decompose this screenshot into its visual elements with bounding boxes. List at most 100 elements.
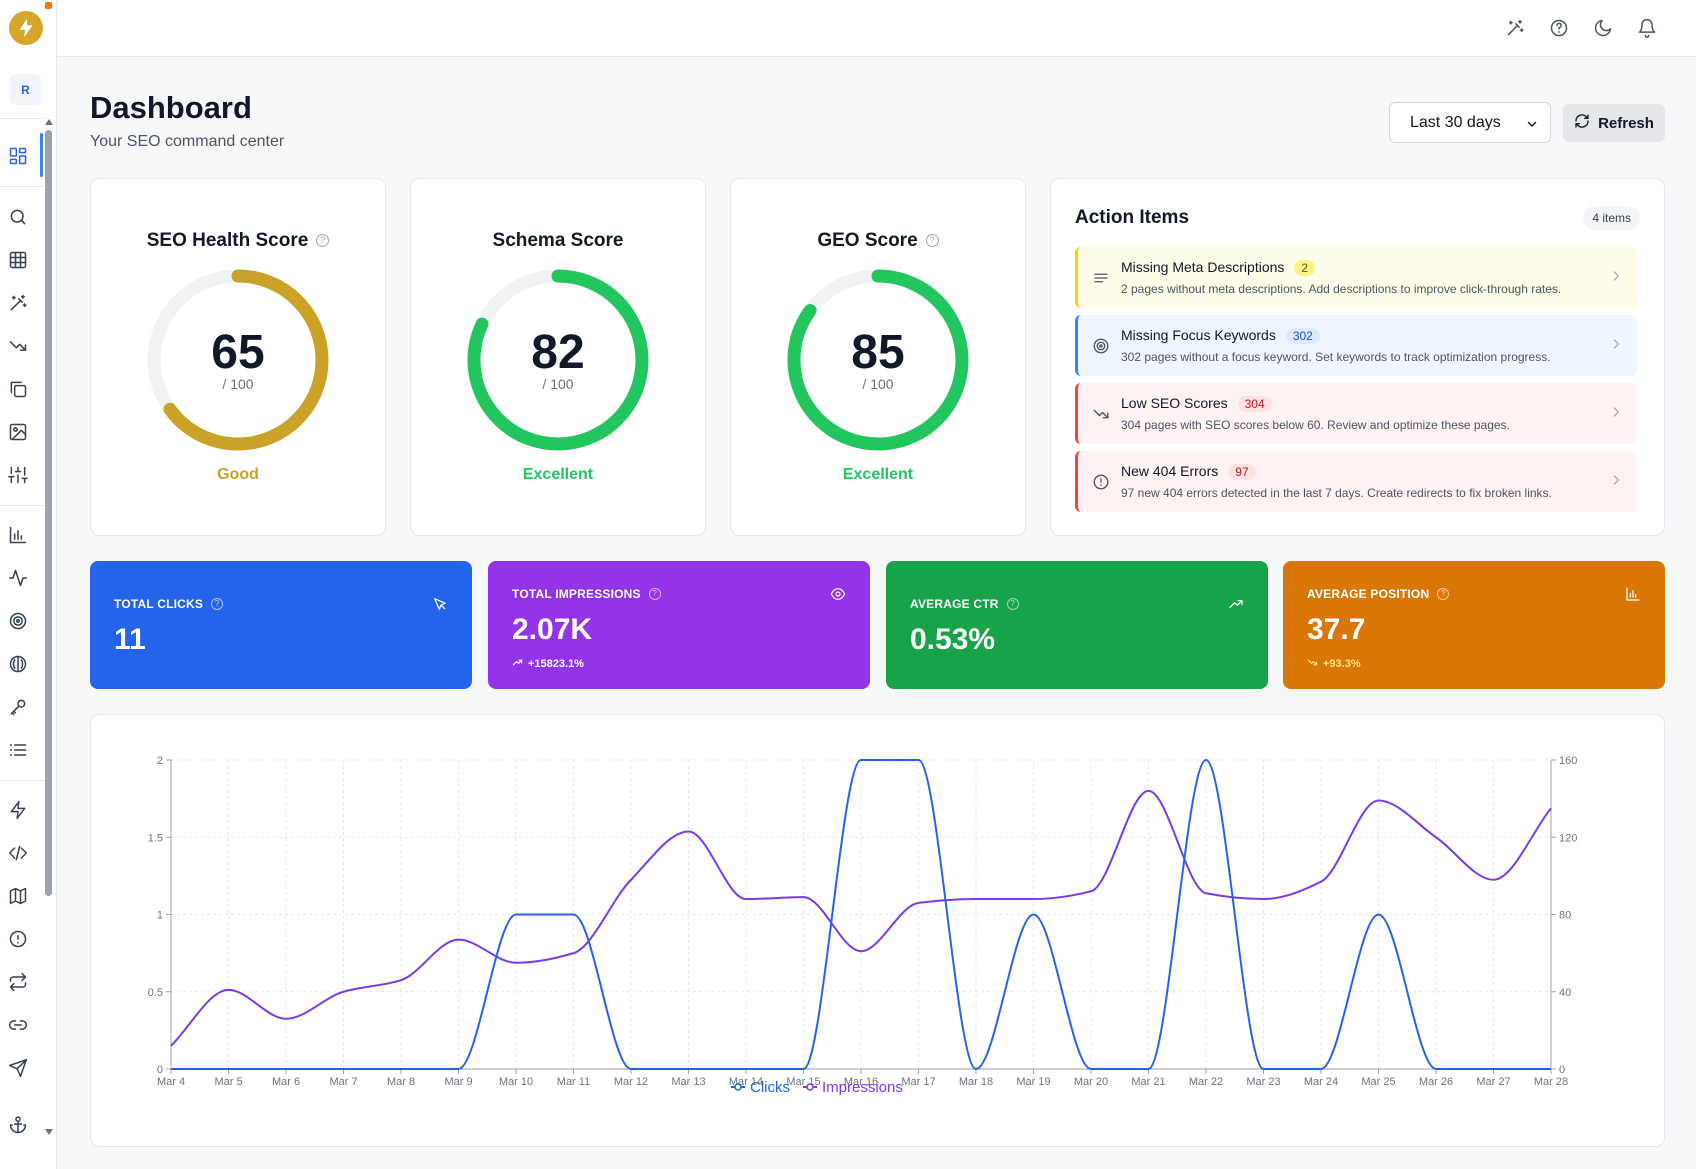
help-icon[interactable]: ? bbox=[648, 588, 661, 600]
search-icon[interactable] bbox=[6, 205, 30, 229]
performance-chart: 0 0.5 1 1.5 2 0 40 80 120 160 Mar 4 Mar 5 Mar 6 Mar 7… bbox=[90, 714, 1665, 1147]
score-gauge bbox=[787, 269, 969, 451]
date-range-value: Last 30 days bbox=[1410, 113, 1501, 131]
magic-wand-icon[interactable] bbox=[1503, 16, 1527, 40]
score-title-label: SEO Health Score bbox=[146, 230, 309, 251]
legend-label: Impressions bbox=[822, 1079, 903, 1096]
activity-icon[interactable] bbox=[6, 566, 30, 590]
bell-icon[interactable] bbox=[1635, 16, 1659, 40]
action-item-name: New 404 Errors bbox=[1121, 463, 1219, 479]
metric-value: 37.7 bbox=[1307, 613, 1366, 646]
metric-label: Total Impressions? bbox=[512, 587, 661, 601]
code-icon[interactable] bbox=[6, 841, 30, 865]
dashboard-grid-icon[interactable] bbox=[6, 144, 30, 168]
brain-icon[interactable] bbox=[6, 652, 30, 676]
help-icon[interactable]: ? bbox=[1437, 588, 1450, 600]
score-max: / 100 bbox=[222, 376, 254, 392]
action-item[interactable]: Missing Meta Descriptions 2 2 pages withou… bbox=[1075, 247, 1637, 308]
trend-icon bbox=[512, 657, 523, 671]
score-title: SEO Health Score? bbox=[90, 230, 386, 252]
legend-marker bbox=[734, 1083, 742, 1091]
action-item-title: Missing Focus Keywords 302 bbox=[1121, 327, 1320, 344]
score-gauge bbox=[467, 269, 649, 451]
trending-down-icon[interactable] bbox=[6, 334, 30, 358]
map-icon[interactable] bbox=[6, 884, 30, 908]
avatar[interactable]: R bbox=[10, 74, 41, 105]
page-subtitle: Your SEO command center bbox=[90, 133, 285, 150]
anchor-icon[interactable] bbox=[6, 1113, 30, 1137]
score-title-label: GEO Score bbox=[817, 230, 918, 251]
logo[interactable] bbox=[9, 11, 43, 45]
score-gauge bbox=[147, 269, 329, 451]
scroll-down-arrow[interactable] bbox=[45, 1129, 53, 1135]
image-icon[interactable] bbox=[6, 420, 30, 444]
series-line-clicks bbox=[170, 758, 1551, 1071]
score-rating: Excellent bbox=[522, 466, 594, 483]
chevron-right-icon bbox=[1609, 269, 1623, 283]
action-item-name: Low SEO Scores bbox=[1121, 395, 1228, 411]
legend-item-impressions[interactable]: Impressions bbox=[803, 1079, 903, 1096]
help-icon[interactable]: ? bbox=[1006, 598, 1019, 610]
legend-item-clicks[interactable]: Clicks bbox=[731, 1079, 790, 1096]
sidebar-divider bbox=[0, 118, 44, 119]
copy-icon[interactable] bbox=[6, 377, 30, 401]
geo-score-card bbox=[730, 178, 1026, 536]
action-item-title: New 404 Errors 97 bbox=[1121, 463, 1256, 480]
x-tick-label: Mar 5 bbox=[214, 1076, 242, 1088]
sidebar-scrollbar[interactable] bbox=[45, 130, 52, 896]
list-icon[interactable] bbox=[6, 738, 30, 762]
x-tick-label: Mar 28 bbox=[1534, 1076, 1568, 1088]
redirect-icon[interactable] bbox=[6, 970, 30, 994]
x-tick-label: Mar 4 bbox=[157, 1076, 185, 1088]
metric-label: Total Clicks? bbox=[114, 597, 224, 611]
x-tick-label: Mar 26 bbox=[1419, 1076, 1453, 1088]
link-icon[interactable] bbox=[6, 1013, 30, 1037]
metric-change: +15823.1% bbox=[512, 657, 584, 671]
help-icon[interactable]: ? bbox=[211, 598, 224, 610]
target-icon[interactable] bbox=[6, 609, 30, 633]
refresh-button[interactable]: Refresh bbox=[1563, 104, 1665, 142]
sidebar: R bbox=[0, 0, 57, 1169]
action-item-description: 2 pages without meta descriptions. Add d… bbox=[1121, 282, 1562, 296]
metric-card: Total Impressions? 2.07K +15823.1% bbox=[488, 561, 870, 689]
action-item[interactable]: Missing Focus Keywords 302 302 pages witho… bbox=[1075, 315, 1637, 376]
action-item[interactable]: Low SEO Scores 304 304 pages with SEO scor… bbox=[1075, 383, 1637, 444]
y-left-tick-label: 1.5 bbox=[148, 832, 163, 844]
trend-icon bbox=[1307, 657, 1318, 671]
action-item-name: Missing Focus Keywords bbox=[1121, 327, 1276, 343]
x-tick-label: Mar 16 bbox=[844, 1076, 878, 1088]
sidebar-divider bbox=[0, 186, 44, 187]
chevron-right-icon bbox=[1609, 405, 1623, 419]
x-tick-label: Mar 19 bbox=[1016, 1076, 1050, 1088]
help-icon[interactable] bbox=[1547, 16, 1571, 40]
moon-icon[interactable] bbox=[1591, 16, 1615, 40]
key-icon[interactable] bbox=[6, 695, 30, 719]
score-max: / 100 bbox=[862, 376, 894, 392]
action-items-card: Action Items 4 items Missing Meta Descri… bbox=[1050, 178, 1665, 536]
alert-circle-icon[interactable] bbox=[6, 927, 30, 951]
y-left-tick-label: 2 bbox=[157, 755, 163, 767]
score-title-label: Schema Score bbox=[492, 230, 624, 251]
action-item-description: 304 pages with SEO scores below 60. Revi… bbox=[1121, 418, 1510, 432]
sliders-icon[interactable] bbox=[6, 463, 30, 487]
x-tick-label: Mar 24 bbox=[1304, 1076, 1338, 1088]
help-icon[interactable]: ? bbox=[925, 234, 939, 247]
help-icon[interactable]: ? bbox=[316, 234, 330, 247]
trending-up-icon bbox=[1228, 596, 1244, 612]
topbar bbox=[57, 0, 1696, 57]
metric-card: Average CTR? 0.53% bbox=[886, 561, 1268, 689]
scroll-up-arrow[interactable] bbox=[45, 119, 53, 125]
text-lines-icon bbox=[1092, 269, 1110, 287]
y-left-tick-label: 1 bbox=[157, 910, 163, 922]
action-item[interactable]: New 404 Errors 97 97 new 404 errors detect… bbox=[1075, 451, 1637, 512]
lightning-icon[interactable] bbox=[6, 798, 30, 822]
table-icon[interactable] bbox=[6, 248, 30, 272]
send-icon[interactable] bbox=[6, 1056, 30, 1080]
alert-circle-icon bbox=[1092, 473, 1110, 491]
date-range-select[interactable]: Last 30 days bbox=[1389, 102, 1551, 143]
series-line-impressions bbox=[170, 789, 1552, 1047]
magic-wand-icon[interactable] bbox=[6, 291, 30, 315]
metric-label-text: Total Clicks bbox=[114, 597, 204, 611]
bar-chart-icon[interactable] bbox=[6, 523, 30, 547]
score-max: / 100 bbox=[542, 376, 574, 392]
